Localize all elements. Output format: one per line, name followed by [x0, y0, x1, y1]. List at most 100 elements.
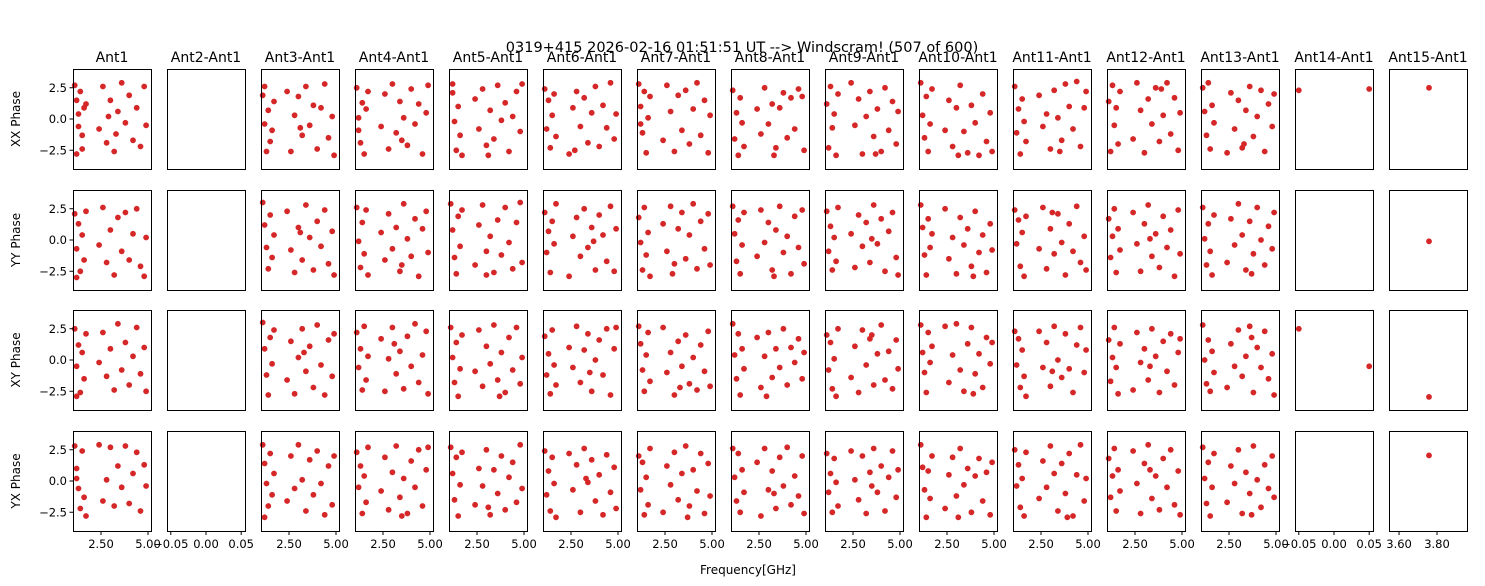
- column-title: Ant15-Ant1: [1388, 50, 1467, 66]
- y-tick-label: −2.5: [39, 264, 67, 278]
- data-point: [1171, 382, 1178, 388]
- data-point: [107, 444, 114, 451]
- axes-frame: [1013, 69, 1092, 170]
- data-point: [863, 510, 870, 517]
- data-point: [801, 260, 807, 267]
- subplot-xy-ant2-ant1: [167, 310, 246, 411]
- data-point: [1137, 107, 1144, 114]
- data-point: [1158, 86, 1165, 92]
- data-point: [1011, 328, 1018, 335]
- data-point: [882, 508, 888, 514]
- data-point: [645, 114, 651, 121]
- data-point: [291, 485, 298, 492]
- data-point: [269, 254, 275, 261]
- data-point: [329, 228, 336, 235]
- data-point: [459, 332, 465, 338]
- data-point: [1199, 322, 1206, 328]
- data-point: [389, 469, 396, 476]
- data-point: [600, 102, 606, 109]
- data-point: [263, 148, 270, 155]
- data-point: [581, 347, 588, 353]
- data-point: [637, 340, 644, 347]
- x-tick-label: 0.05: [1356, 537, 1382, 551]
- data-point: [882, 84, 888, 91]
- data-point: [585, 244, 591, 251]
- data-point: [1105, 455, 1112, 462]
- subplot-xx-ant9-ant1: [823, 69, 904, 170]
- data-point: [1107, 254, 1114, 261]
- data-point: [987, 109, 994, 116]
- data-point: [288, 338, 294, 345]
- data-point: [643, 252, 650, 258]
- data-point: [573, 323, 580, 330]
- data-point: [75, 111, 82, 117]
- data-point: [799, 453, 806, 459]
- data-point: [675, 225, 682, 232]
- subplot-yx-ant12-ant1: 2.50 5.00: [1105, 431, 1195, 551]
- data-point: [976, 455, 982, 462]
- data-point: [848, 79, 854, 86]
- row-label: YX Phase: [9, 453, 23, 509]
- data-point: [1047, 146, 1054, 152]
- data-point: [923, 272, 930, 278]
- data-point: [111, 387, 118, 393]
- data-point: [1258, 87, 1264, 94]
- data-point: [1164, 79, 1170, 86]
- data-point: [1017, 384, 1024, 391]
- data-point: [979, 91, 986, 97]
- data-point: [961, 388, 967, 395]
- data-point: [1258, 237, 1264, 243]
- data-point: [686, 503, 693, 509]
- data-point: [927, 244, 933, 251]
- data-point: [771, 152, 777, 159]
- data-point: [517, 199, 524, 206]
- data-point: [867, 469, 873, 476]
- data-point: [731, 474, 738, 481]
- y-tick-label: 2.5: [49, 443, 67, 457]
- data-point: [823, 450, 830, 457]
- data-point: [353, 449, 360, 456]
- data-point: [321, 392, 328, 398]
- data-point: [603, 451, 610, 458]
- data-point: [1145, 96, 1152, 102]
- axes-frame: [919, 431, 998, 532]
- data-point: [829, 267, 836, 273]
- data-point: [457, 481, 463, 488]
- data-point: [1231, 480, 1238, 487]
- data-point: [73, 465, 80, 472]
- data-point: [895, 365, 901, 372]
- data-point: [449, 81, 456, 87]
- data-point: [1250, 250, 1257, 257]
- data-point: [389, 245, 396, 252]
- data-point: [1228, 340, 1234, 347]
- data-point: [517, 441, 524, 448]
- data-point: [919, 112, 926, 119]
- data-point: [415, 446, 422, 453]
- data-point: [126, 92, 133, 99]
- data-point: [976, 350, 982, 357]
- data-point: [126, 500, 133, 507]
- data-point: [453, 147, 460, 154]
- data-point: [791, 359, 798, 366]
- data-point: [1171, 273, 1178, 280]
- subplot-yx-ant9-ant1: 2.50 5.00: [823, 431, 913, 551]
- data-point: [874, 106, 881, 112]
- data-point: [570, 364, 576, 371]
- data-point: [378, 229, 384, 236]
- data-point: [733, 375, 740, 382]
- data-point: [949, 454, 956, 461]
- data-point: [776, 454, 783, 461]
- data-point: [361, 151, 368, 157]
- data-point: [968, 324, 975, 331]
- data-point: [694, 387, 700, 393]
- data-point: [361, 323, 368, 330]
- data-point: [590, 238, 597, 245]
- data-point: [957, 82, 964, 89]
- data-point: [100, 204, 106, 211]
- data-point: [393, 129, 400, 136]
- axes-frame: [1107, 431, 1186, 532]
- data-point: [1055, 210, 1061, 217]
- data-point: [872, 151, 879, 157]
- data-point: [1113, 364, 1120, 371]
- data-point: [1083, 475, 1089, 482]
